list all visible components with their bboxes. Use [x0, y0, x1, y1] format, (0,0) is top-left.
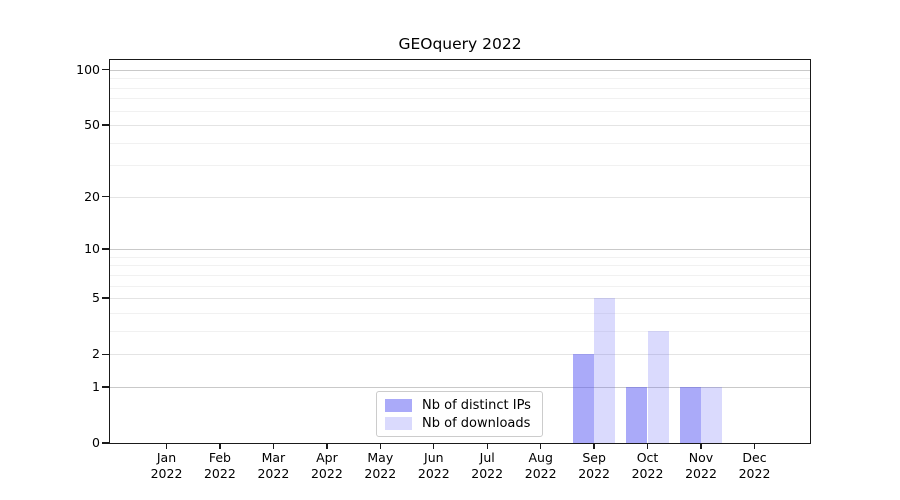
gridline-y-60 [110, 110, 810, 112]
gridline-y-3 [110, 330, 810, 332]
gridline-y-30 [110, 165, 810, 167]
gridline-y-80 [110, 87, 810, 89]
y-tick-mark [102, 353, 109, 355]
x-tick-label-jan: Jan 2022 [150, 450, 183, 481]
x-tick-mark [646, 443, 649, 449]
x-tick-mark [219, 443, 221, 449]
x-tick-label-feb: Feb 2022 [203, 450, 236, 481]
y-tick-label-5: 5 [92, 290, 100, 306]
legend-item-distinct-ips: Nb of distinct IPs [385, 398, 534, 413]
x-tick-mark [379, 443, 381, 449]
y-tick-mark [102, 297, 109, 299]
legend-label: Nb of downloads [422, 415, 531, 431]
y-tick-mark [102, 124, 109, 126]
gridline-y-90 [110, 78, 810, 80]
gridline-y-4 [110, 312, 810, 314]
x-tick-label-apr: Apr 2022 [310, 450, 343, 481]
x-tick-mark [753, 443, 756, 449]
legend-item-downloads: Nb of downloads [385, 416, 534, 431]
x-tick-label-jul: Jul 2022 [471, 450, 504, 481]
x-tick-label-oct: Oct 2022 [631, 450, 664, 481]
x-tick-mark [593, 443, 595, 449]
x-tick-mark [486, 443, 488, 449]
gridline-y-5 [110, 298, 810, 300]
y-tick-mark [102, 442, 109, 444]
gridline-y-70 [110, 98, 810, 100]
y-tick-label-1: 1 [92, 378, 100, 394]
bar-sep-distinct-ips [572, 354, 595, 443]
downloads-swatch-icon [385, 416, 412, 430]
y-tick-label-0: 0 [92, 435, 100, 450]
bar-oct-downloads [647, 330, 669, 443]
y-tick-label-20: 20 [84, 188, 100, 204]
x-tick-label-may: May 2022 [364, 450, 397, 481]
bar-sep-downloads [594, 298, 616, 443]
gridline-y-7 [110, 274, 810, 276]
x-tick-label-sep: Sep 2022 [578, 450, 610, 481]
x-tick-mark [272, 443, 275, 449]
bar-oct-distinct-ips [626, 386, 648, 443]
gridline-y-10 [110, 249, 810, 251]
y-tick-mark [102, 386, 109, 388]
legend-label: Nb of distinct IPs [422, 397, 531, 413]
bar-nov-distinct-ips [679, 386, 701, 443]
gridline-y-50 [110, 125, 810, 126]
y-tick-label-10: 10 [84, 241, 100, 257]
gridline-y-9 [110, 256, 810, 258]
x-tick-mark [326, 443, 328, 449]
y-tick-mark [102, 69, 109, 71]
y-tick-label-100: 100 [76, 61, 100, 77]
x-tick-label-mar: Mar 2022 [257, 450, 290, 481]
y-tick-mark [102, 248, 109, 250]
gridline-y-6 [110, 285, 810, 287]
x-tick-label-dec: Dec 2022 [738, 450, 771, 481]
gridline-y-8 [110, 265, 810, 267]
bar-nov-downloads [701, 386, 723, 443]
y-tick-label-2: 2 [92, 346, 100, 362]
gridline-y-40 [110, 142, 810, 144]
gridline-y-1 [110, 386, 810, 388]
x-tick-label-aug: Aug 2022 [524, 450, 557, 481]
x-tick-mark [165, 443, 168, 449]
x-tick-mark [540, 443, 542, 449]
gridline-y-20 [110, 196, 810, 198]
chart-title: GEOquery 2022 [398, 35, 522, 53]
gridline-y-2 [110, 354, 810, 356]
y-tick-label-50: 50 [84, 117, 100, 132]
plot-area [110, 60, 810, 443]
x-tick-mark [700, 443, 702, 449]
y-tick-mark [102, 196, 109, 198]
legend: Nb of distinct IPs Nb of downloads [376, 391, 543, 437]
x-tick-label-nov: Nov 2022 [685, 450, 717, 481]
x-tick-mark [433, 443, 435, 449]
distinct-ips-swatch-icon [385, 398, 412, 412]
gridline-y-100 [110, 69, 810, 71]
x-tick-label-jun: Jun 2022 [417, 450, 450, 481]
